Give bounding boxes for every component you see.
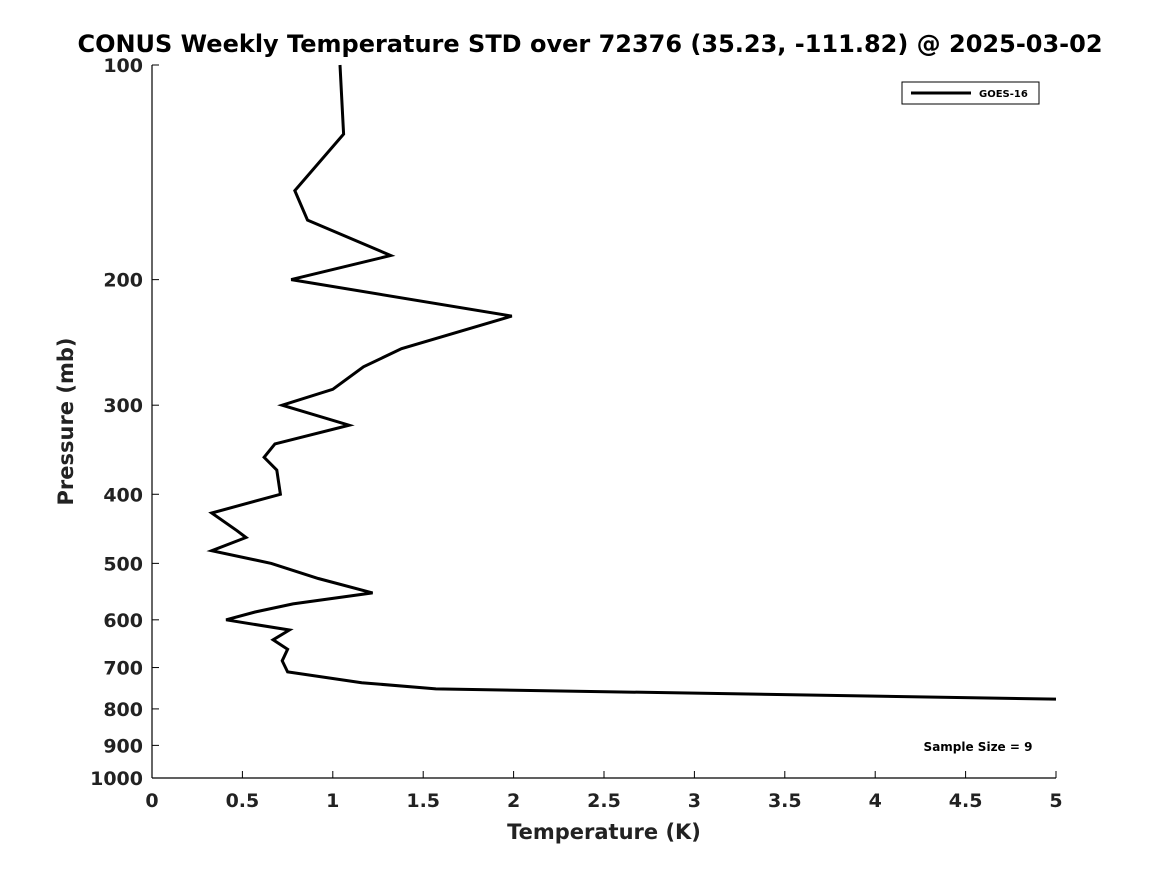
x-axis-label: Temperature (K) xyxy=(507,820,701,844)
x-tick-label: 5 xyxy=(1049,790,1062,812)
x-tick-label: 3 xyxy=(688,790,701,812)
y-tick-label: 900 xyxy=(103,735,143,757)
x-tick-label: 1 xyxy=(326,790,339,812)
x-tick-label: 3.5 xyxy=(768,790,802,812)
x-tick-label: 1.5 xyxy=(406,790,440,812)
x-tick-label: 0.5 xyxy=(226,790,260,812)
y-tick-label: 200 xyxy=(103,270,143,292)
y-tick-label: 100 xyxy=(103,55,143,77)
x-tick-label: 2 xyxy=(507,790,520,812)
x-axis-ticks: 0 0.5 1 1.5 2 2.5 3 3.5 4 4.5 5 xyxy=(145,771,1063,812)
y-tick-label: 700 xyxy=(103,658,143,680)
x-tick-label: 0 xyxy=(145,790,158,812)
y-tick-label: 1000 xyxy=(90,768,143,790)
chart-title: CONUS Weekly Temperature STD over 72376 … xyxy=(77,30,1102,58)
x-tick-label: 2.5 xyxy=(587,790,621,812)
y-tick-label: 500 xyxy=(103,553,143,575)
y-tick-label: 300 xyxy=(103,395,143,417)
y-tick-label: 600 xyxy=(103,610,143,632)
y-tick-label: 800 xyxy=(103,699,143,721)
x-tick-label: 4.5 xyxy=(949,790,983,812)
series-line-goes-16 xyxy=(206,64,1057,701)
x-tick-label: 4 xyxy=(869,790,882,812)
y-tick-label: 400 xyxy=(103,484,143,506)
legend-label-goes-16: GOES-16 xyxy=(979,89,1028,100)
legend: GOES-16 xyxy=(901,81,1040,105)
y-axis-ticks: 100 200 300 400 500 600 700 800 900 1000 xyxy=(90,55,159,790)
sample-size-annotation: Sample Size = 9 xyxy=(924,740,1033,754)
series-layer xyxy=(206,64,1057,701)
y-axis-label: Pressure (mb) xyxy=(54,338,78,506)
